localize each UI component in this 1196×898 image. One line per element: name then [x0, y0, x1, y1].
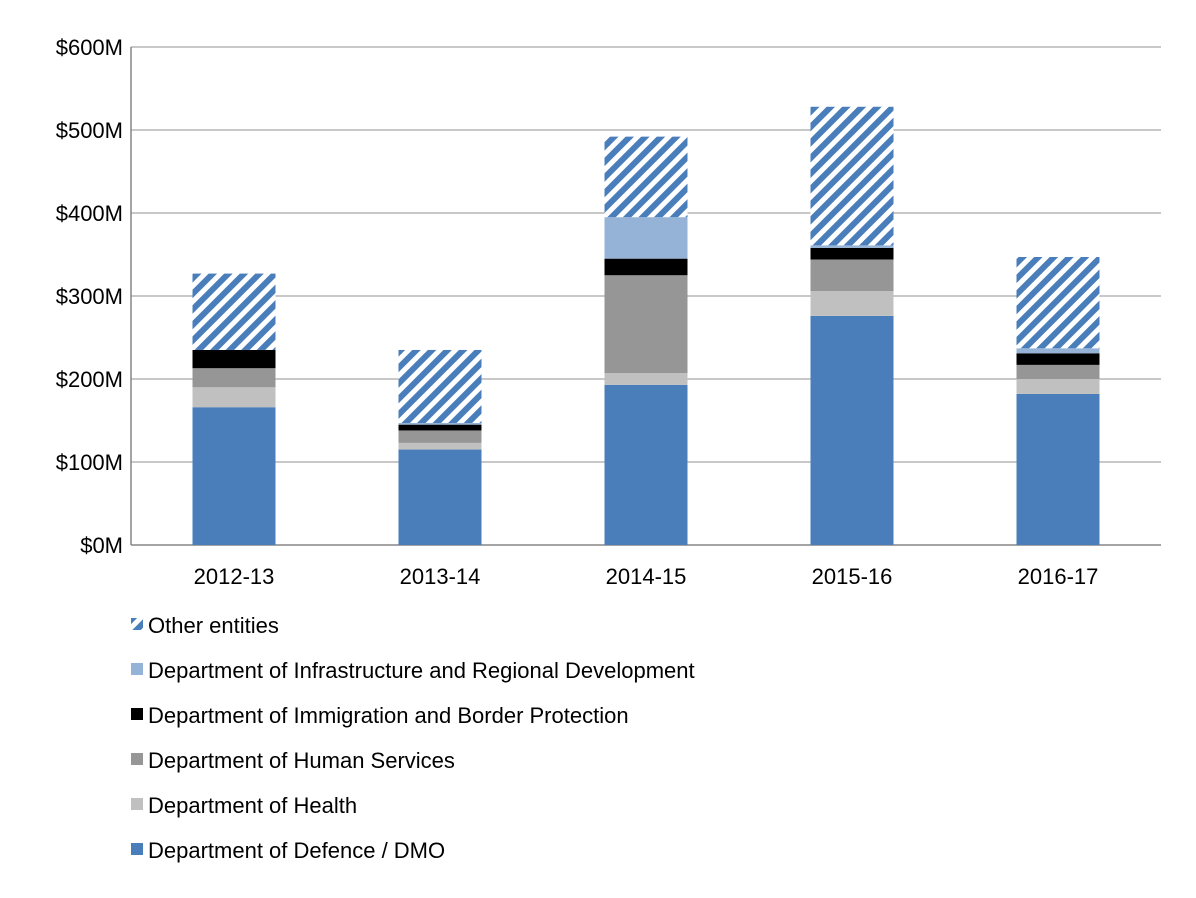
- bar-segment-1-3: [810, 291, 894, 316]
- bar-segment-3-4: [1016, 353, 1100, 365]
- bar-segment-0-4: [1016, 393, 1100, 545]
- y-axis-tick-labels: $0M $100M $200M $300M $400M $500M $600M: [56, 35, 123, 558]
- y-tick-label: $0M: [80, 533, 123, 558]
- bar-segment-1-2: [604, 373, 688, 385]
- x-tick-label: 2014-15: [606, 564, 687, 589]
- legend-label: Department of Infrastructure and Regiona…: [148, 658, 695, 683]
- legend-label: Department of Human Services: [148, 748, 455, 773]
- bar-segment-1-0: [192, 387, 276, 408]
- legend: Other entities Department of Infrastructu…: [131, 613, 695, 863]
- bar-segment-3-2: [604, 258, 688, 276]
- bar-segment-4-3: [810, 245, 894, 248]
- bar-segment-0-1: [398, 449, 482, 545]
- x-tick-label: 2013-14: [400, 564, 481, 589]
- legend-swatch: [131, 663, 143, 675]
- bar-segment-4-4: [1016, 348, 1100, 354]
- bar-segment-4-1: [398, 422, 482, 425]
- legend-label: Department of Immigration and Border Pro…: [148, 703, 629, 728]
- y-tick-label: $400M: [56, 201, 123, 226]
- bar-segment-2-4: [1016, 364, 1100, 379]
- y-tick-label: $300M: [56, 284, 123, 309]
- legend-swatch: [131, 753, 143, 765]
- y-tick-label: $500M: [56, 118, 123, 143]
- bar-segment-5-4: [1016, 256, 1100, 349]
- legend-swatch: [131, 798, 143, 810]
- bar-segment-5-2: [604, 136, 688, 218]
- x-tick-label: 2015-16: [812, 564, 893, 589]
- legend-label: Department of Defence / DMO: [148, 838, 445, 863]
- bar-segment-1-4: [1016, 379, 1100, 394]
- bar-segment-1-1: [398, 442, 482, 450]
- bar-segment-0-2: [604, 384, 688, 545]
- y-tick-label: $200M: [56, 367, 123, 392]
- legend-swatch: [131, 843, 143, 855]
- bar-segment-5-3: [810, 106, 894, 246]
- bar-segment-5-1: [398, 349, 482, 423]
- bars: [192, 106, 1100, 545]
- y-tick-label: $100M: [56, 450, 123, 475]
- bar-segment-3-0: [192, 349, 276, 369]
- x-axis-tick-labels: 2012-13 2013-14 2014-15 2015-16 2016-17: [194, 564, 1099, 589]
- bar-segment-0-3: [810, 315, 894, 545]
- legend-swatch: [131, 708, 143, 720]
- legend-swatch: [131, 618, 143, 630]
- x-tick-label: 2012-13: [194, 564, 275, 589]
- bar-segment-0-0: [192, 407, 276, 545]
- legend-label: Department of Health: [148, 793, 357, 818]
- bar-segment-4-2: [604, 217, 688, 259]
- bar-segment-5-0: [192, 273, 276, 350]
- y-tick-label: $600M: [56, 35, 123, 60]
- x-tick-label: 2016-17: [1018, 564, 1099, 589]
- bar-segment-2-1: [398, 430, 482, 443]
- bar-segment-2-0: [192, 368, 276, 388]
- bar-segment-3-3: [810, 247, 894, 260]
- bar-segment-2-2: [604, 275, 688, 374]
- bar-segment-2-3: [810, 259, 894, 292]
- bar-segment-3-1: [398, 424, 482, 431]
- legend-label: Other entities: [148, 613, 279, 638]
